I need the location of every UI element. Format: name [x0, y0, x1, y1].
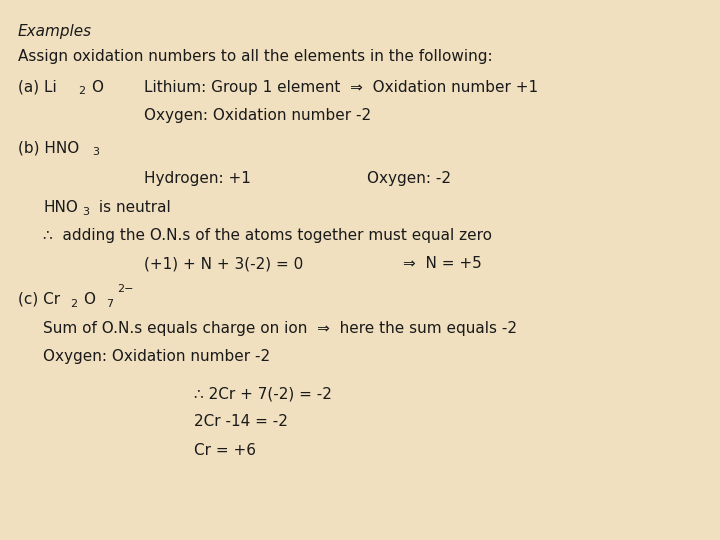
Text: (a) Li: (a) Li: [18, 80, 57, 95]
Text: Cr = +6: Cr = +6: [194, 443, 256, 458]
Text: (b) HNO: (b) HNO: [18, 140, 79, 156]
Text: 3: 3: [92, 147, 99, 158]
Text: Oxygen: Oxidation number -2: Oxygen: Oxidation number -2: [144, 108, 371, 123]
Text: Oxygen: Oxidation number -2: Oxygen: Oxidation number -2: [43, 349, 270, 364]
Text: (c) Cr: (c) Cr: [18, 292, 60, 307]
Text: O: O: [91, 80, 103, 95]
Text: Oxygen: -2: Oxygen: -2: [367, 171, 451, 186]
Text: ∴  adding the O.N.s of the atoms together must equal zero: ∴ adding the O.N.s of the atoms together…: [43, 228, 492, 243]
Text: Assign oxidation numbers to all the elements in the following:: Assign oxidation numbers to all the elem…: [18, 49, 492, 64]
Text: Examples: Examples: [18, 24, 92, 39]
Text: O: O: [84, 292, 96, 307]
Text: 7: 7: [107, 299, 114, 309]
Text: is neutral: is neutral: [94, 200, 171, 215]
Text: HNO: HNO: [43, 200, 78, 215]
Text: Lithium: Group 1 element  ⇒  Oxidation number +1: Lithium: Group 1 element ⇒ Oxidation num…: [144, 80, 538, 95]
Text: 2: 2: [71, 299, 78, 309]
Text: Sum of O.N.s equals charge on ion  ⇒  here the sum equals -2: Sum of O.N.s equals charge on ion ⇒ here…: [43, 321, 517, 336]
Text: 2−: 2−: [117, 284, 133, 294]
Text: 2Cr -14 = -2: 2Cr -14 = -2: [194, 414, 288, 429]
Text: Hydrogen: +1: Hydrogen: +1: [144, 171, 251, 186]
Text: 3: 3: [82, 207, 89, 217]
Text: ⇒  N = +5: ⇒ N = +5: [403, 256, 482, 272]
Text: ∴ 2Cr + 7(-2) = -2: ∴ 2Cr + 7(-2) = -2: [194, 386, 332, 401]
Text: 2: 2: [78, 86, 85, 97]
Text: (+1) + N + 3(-2) = 0: (+1) + N + 3(-2) = 0: [144, 256, 303, 272]
